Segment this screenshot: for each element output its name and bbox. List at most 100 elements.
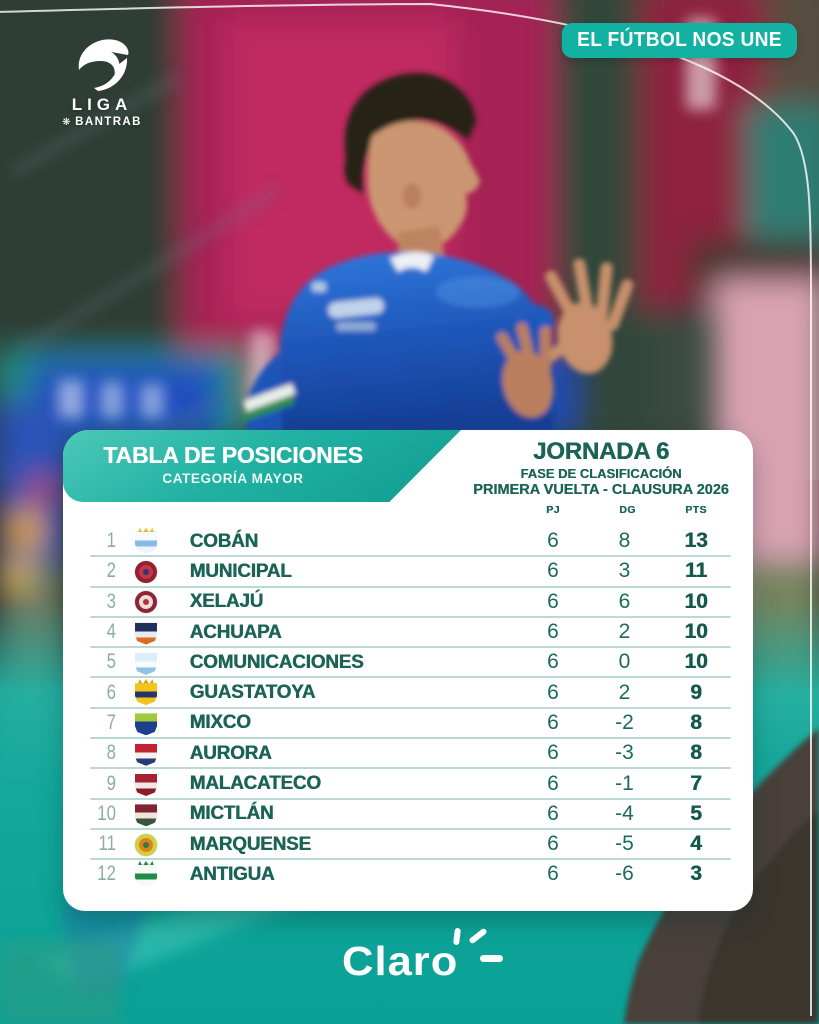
row-dg: -3 [615,741,634,765]
row-pj: 6 [547,710,559,734]
table-row: 4 ACHUAPA 6 2 10 [63,617,753,649]
row-divider [90,737,731,740]
row-divider [90,585,731,588]
row-dg: 0 [618,650,631,674]
panel-title: TABLA DE POSICIONES [103,442,363,468]
row-team: XELAJÚ [189,590,264,613]
team-logo [134,800,158,827]
table-row: 8 AURORA 6 -3 8 [63,738,753,770]
row-dg: -2 [615,710,634,734]
row-divider [90,646,731,649]
row-divider [90,676,731,679]
table-row: 10 MICTLÁN 6 -4 5 [63,799,753,830]
claro-spark-icon [452,927,462,946]
team-crest-shield [135,774,157,797]
row-pts: 5 [690,801,702,825]
row-dg: -4 [615,801,634,825]
team-crest-shield [135,683,157,706]
row-pj: 6 [547,589,559,613]
row-team: MUNICIPAL [189,559,292,582]
row-team: MALACATECO [189,772,321,795]
team-logo [134,770,158,797]
row-divider [90,767,731,770]
row-team: COMUNICACIONES [189,650,364,673]
column-header-pts: PTS [685,504,707,516]
table-row: 7 MIXCO 6 -2 8 [63,708,753,740]
row-position: 8 [106,741,116,765]
panel-title-box: TABLA DE POSICIONES CATEGORÍA MAYOR [63,430,461,502]
row-pj: 6 [547,650,559,674]
player-photo [241,72,634,432]
table-row: 2 MUNICIPAL 6 3 11 [63,556,753,588]
table-row: 3 XELAJÚ 6 6 10 [63,587,753,618]
row-dg: 3 [618,559,631,583]
row-pts: 9 [690,680,702,704]
team-logo [134,679,158,706]
row-divider [90,706,731,709]
row-position: 12 [97,862,116,886]
row-pj: 6 [547,862,559,886]
row-pj: 6 [547,680,559,704]
round-info: JORNADA 6 FASE DE CLASIFICACIÓN PRIMERA … [465,438,737,498]
row-dg: -6 [615,862,634,886]
row-team: COBÁN [189,529,259,552]
team-crest-shield [135,804,157,827]
row-dg: -5 [615,832,634,856]
row-pj: 6 [547,832,559,856]
row-position: 9 [106,771,116,795]
bird-icon [78,39,129,91]
row-pj: 6 [547,771,559,795]
team-crest-crown [138,860,154,866]
row-position: 2 [106,559,116,583]
row-dg: 6 [618,589,631,613]
table-row: 1 COBÁN 6 8 13 [63,526,753,558]
row-team: ANTIGUA [189,862,275,885]
team-logo [134,527,158,555]
round-stage: PRIMERA VUELTA - CLAUSURA 2026 [473,481,729,498]
row-team: AURORA [189,741,272,764]
team-logo [134,619,158,646]
column-header-pj: PJ [546,504,560,516]
slogan-badge: EL FÚTBOL NOS UNE [561,23,797,58]
row-dg: 2 [618,680,631,704]
row-team: MIXCO [189,711,251,734]
row-pts: 4 [690,832,702,856]
team-logo [134,649,158,676]
row-dg: -1 [615,771,634,795]
panel-subtitle: CATEGORÍA MAYOR [162,471,304,486]
table-row: 9 MALACATECO 6 -1 7 [63,768,753,800]
brand-line2-text: BANTRAB [75,116,142,128]
row-pts: 10 [684,620,708,644]
row-pts: 8 [690,710,702,734]
row-position: 11 [98,832,116,856]
team-crest-circle [135,833,157,856]
row-position: 5 [106,650,116,674]
team-logo [134,588,158,615]
team-crest-shield [135,531,157,554]
row-pts: 3 [690,862,702,886]
row-pts: 13 [684,529,708,553]
row-team: MICTLÁN [189,802,274,825]
row-pj: 6 [547,741,559,765]
brand-name-bantrab: ❋ BANTRAB [42,116,162,128]
row-pj: 6 [547,529,559,553]
table-row: 6 GUASTATOYA 6 2 9 [63,677,753,709]
team-logo [134,860,158,888]
team-crest-crown [138,527,154,533]
round-phase: FASE DE CLASIFICACIÓN [520,465,682,481]
standings-rows: 1 COBÁN 6 8 13 2 MUNICIPAL 6 3 11 3 XELA… [63,526,753,890]
row-dg: 8 [618,529,631,553]
row-pj: 6 [547,559,559,583]
row-pts: 10 [684,650,708,674]
row-position: 4 [106,620,116,644]
row-dg: 2 [618,620,631,644]
row-pts: 8 [690,741,702,765]
table-row: 12 ANTIGUA 6 -6 3 [63,859,753,889]
table-row: 5 COMUNICACIONES 6 0 10 [63,647,753,679]
team-logo [134,831,158,858]
team-logo [134,709,158,736]
standings-card: TABLA DE POSICIONES CATEGORÍA MAYOR JORN… [63,430,753,911]
column-headers: PJ DG PTS [63,504,753,526]
column-header-dg: DG [619,504,636,516]
